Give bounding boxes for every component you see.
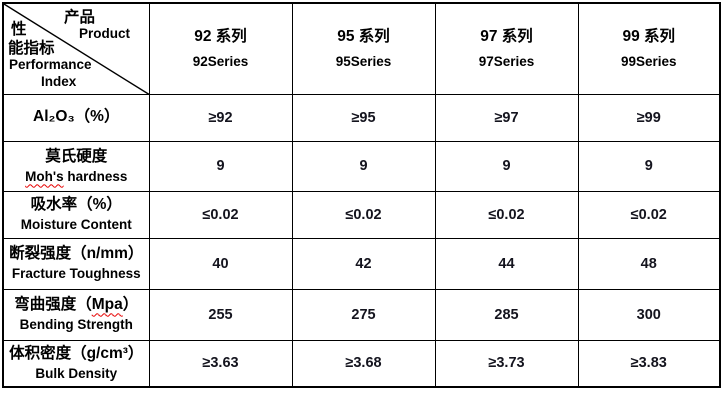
value-cell: 42 [291, 237, 436, 290]
column-header-95series: 95 系列 95Series [291, 2, 436, 95]
column-header-92series: 92 系列 92Series [148, 2, 293, 95]
corner-index-label-cn-line1: 性 [11, 21, 27, 38]
row-label-en-rest: hardness [63, 168, 128, 184]
corner-index-label-cn-line2: 能指标 [8, 40, 55, 57]
row-label-cn: Al₂O₃（%） [33, 108, 120, 126]
value-cell: ≤0.02 [291, 190, 436, 239]
row-label-mohs-hardness: 莫氏硬度 Moh's hardness [2, 140, 150, 192]
row-label-en: Fracture Toughness [11, 266, 141, 282]
spellcheck-word: Moh's [25, 168, 64, 184]
column-header-en: 95Series [335, 53, 392, 69]
table-row-fracture-toughness: 断裂强度（n/mm） Fracture Toughness 40 42 44 4… [2, 237, 721, 290]
value-cell: ≥99 [577, 93, 721, 142]
row-label-cn: 体积密度（g/cm³） [9, 345, 144, 363]
column-header-en: 99Series [620, 53, 677, 69]
column-header-cn: 95 系列 [337, 28, 390, 46]
row-label-cn: 断裂强度（n/mm） [9, 245, 144, 263]
diagonal-divider-line [4, 4, 148, 93]
row-label-bending-strength: 弯曲强度（Mpa） Bending Strength [2, 288, 150, 341]
corner-product-label-cn: 产品 [64, 9, 96, 26]
row-label-cn-suffix: ） [122, 296, 139, 314]
row-label-cn-prefix: 弯曲强度（ [14, 296, 92, 314]
column-header-en: 97Series [478, 53, 535, 69]
table-row-al2o3: Al₂O₃（%） ≥92 ≥95 ≥97 ≥99 [2, 93, 721, 142]
column-header-99series: 99 系列 99Series [577, 2, 721, 95]
value-cell: ≥3.83 [577, 339, 721, 388]
value-cell: ≥3.63 [148, 339, 293, 388]
value-cell: ≤0.02 [148, 190, 293, 239]
row-label-fracture-toughness: 断裂强度（n/mm） Fracture Toughness [2, 237, 150, 290]
spellcheck-word: Mpa [91, 296, 123, 314]
value-cell: 255 [148, 288, 293, 341]
row-label-bulk-density: 体积密度（g/cm³） Bulk Density [2, 339, 150, 388]
row-label-cn: 弯曲强度（Mpa） [4, 295, 148, 316]
row-label-en: Bulk Density [35, 365, 118, 381]
value-cell: 275 [291, 288, 436, 341]
row-label-en: Bending Strength [19, 317, 133, 333]
column-header-97series: 97 系列 97Series [434, 2, 579, 95]
value-cell: ≥97 [434, 93, 579, 142]
corner-header-content: 产品 Product 性 能指标 Performance Index [4, 4, 148, 93]
table-row-mohs-hardness: 莫氏硬度 Moh's hardness 9 9 9 9 [2, 140, 721, 192]
column-header-en: 92Series [192, 53, 249, 69]
row-label-cn: 莫氏硬度 [45, 147, 108, 165]
row-label-en: Moh's hardness [4, 168, 148, 186]
value-cell: 9 [291, 140, 436, 192]
value-cell: ≥3.73 [434, 339, 579, 388]
value-cell: 48 [577, 237, 721, 290]
table-row-bending-strength: 弯曲强度（Mpa） Bending Strength 255 275 285 3… [2, 288, 721, 341]
value-cell: ≥3.68 [291, 339, 436, 388]
column-header-cn: 99 系列 [622, 28, 676, 46]
corner-product-label-en: Product [79, 26, 131, 41]
value-cell: 9 [148, 140, 293, 192]
row-label-moisture-content: 吸水率（%） Moisture Content [2, 190, 150, 239]
corner-index-label-en-line2: Index [41, 74, 77, 89]
row-label-al2o3: Al₂O₃（%） [2, 93, 150, 142]
value-cell: 9 [577, 140, 721, 192]
table-row-bulk-density: 体积密度（g/cm³） Bulk Density ≥3.63 ≥3.68 ≥3.… [2, 339, 721, 388]
column-header-cn: 97 系列 [480, 28, 533, 46]
value-cell: 9 [434, 140, 579, 192]
row-label-cn: 吸水率（%） [30, 196, 122, 214]
value-cell: ≥92 [148, 93, 293, 142]
value-cell: 40 [148, 237, 293, 290]
product-spec-table: 产品 Product 性 能指标 Performance Index 92 系列… [2, 2, 721, 388]
value-cell: ≤0.02 [434, 190, 579, 239]
corner-header-cell: 产品 Product 性 能指标 Performance Index [2, 2, 150, 95]
value-cell: ≥95 [291, 93, 436, 142]
corner-index-label-en-line1: Performance [9, 57, 92, 72]
value-cell: 300 [577, 288, 721, 341]
header-row: 产品 Product 性 能指标 Performance Index 92 系列… [2, 2, 721, 95]
value-cell: 285 [434, 288, 579, 341]
column-header-cn: 92 系列 [194, 28, 247, 46]
value-cell: ≤0.02 [577, 190, 721, 239]
value-cell: 44 [434, 237, 579, 290]
table-row-moisture-content: 吸水率（%） Moisture Content ≤0.02 ≤0.02 ≤0.0… [2, 190, 721, 239]
row-label-en: Moisture Content [20, 217, 132, 233]
